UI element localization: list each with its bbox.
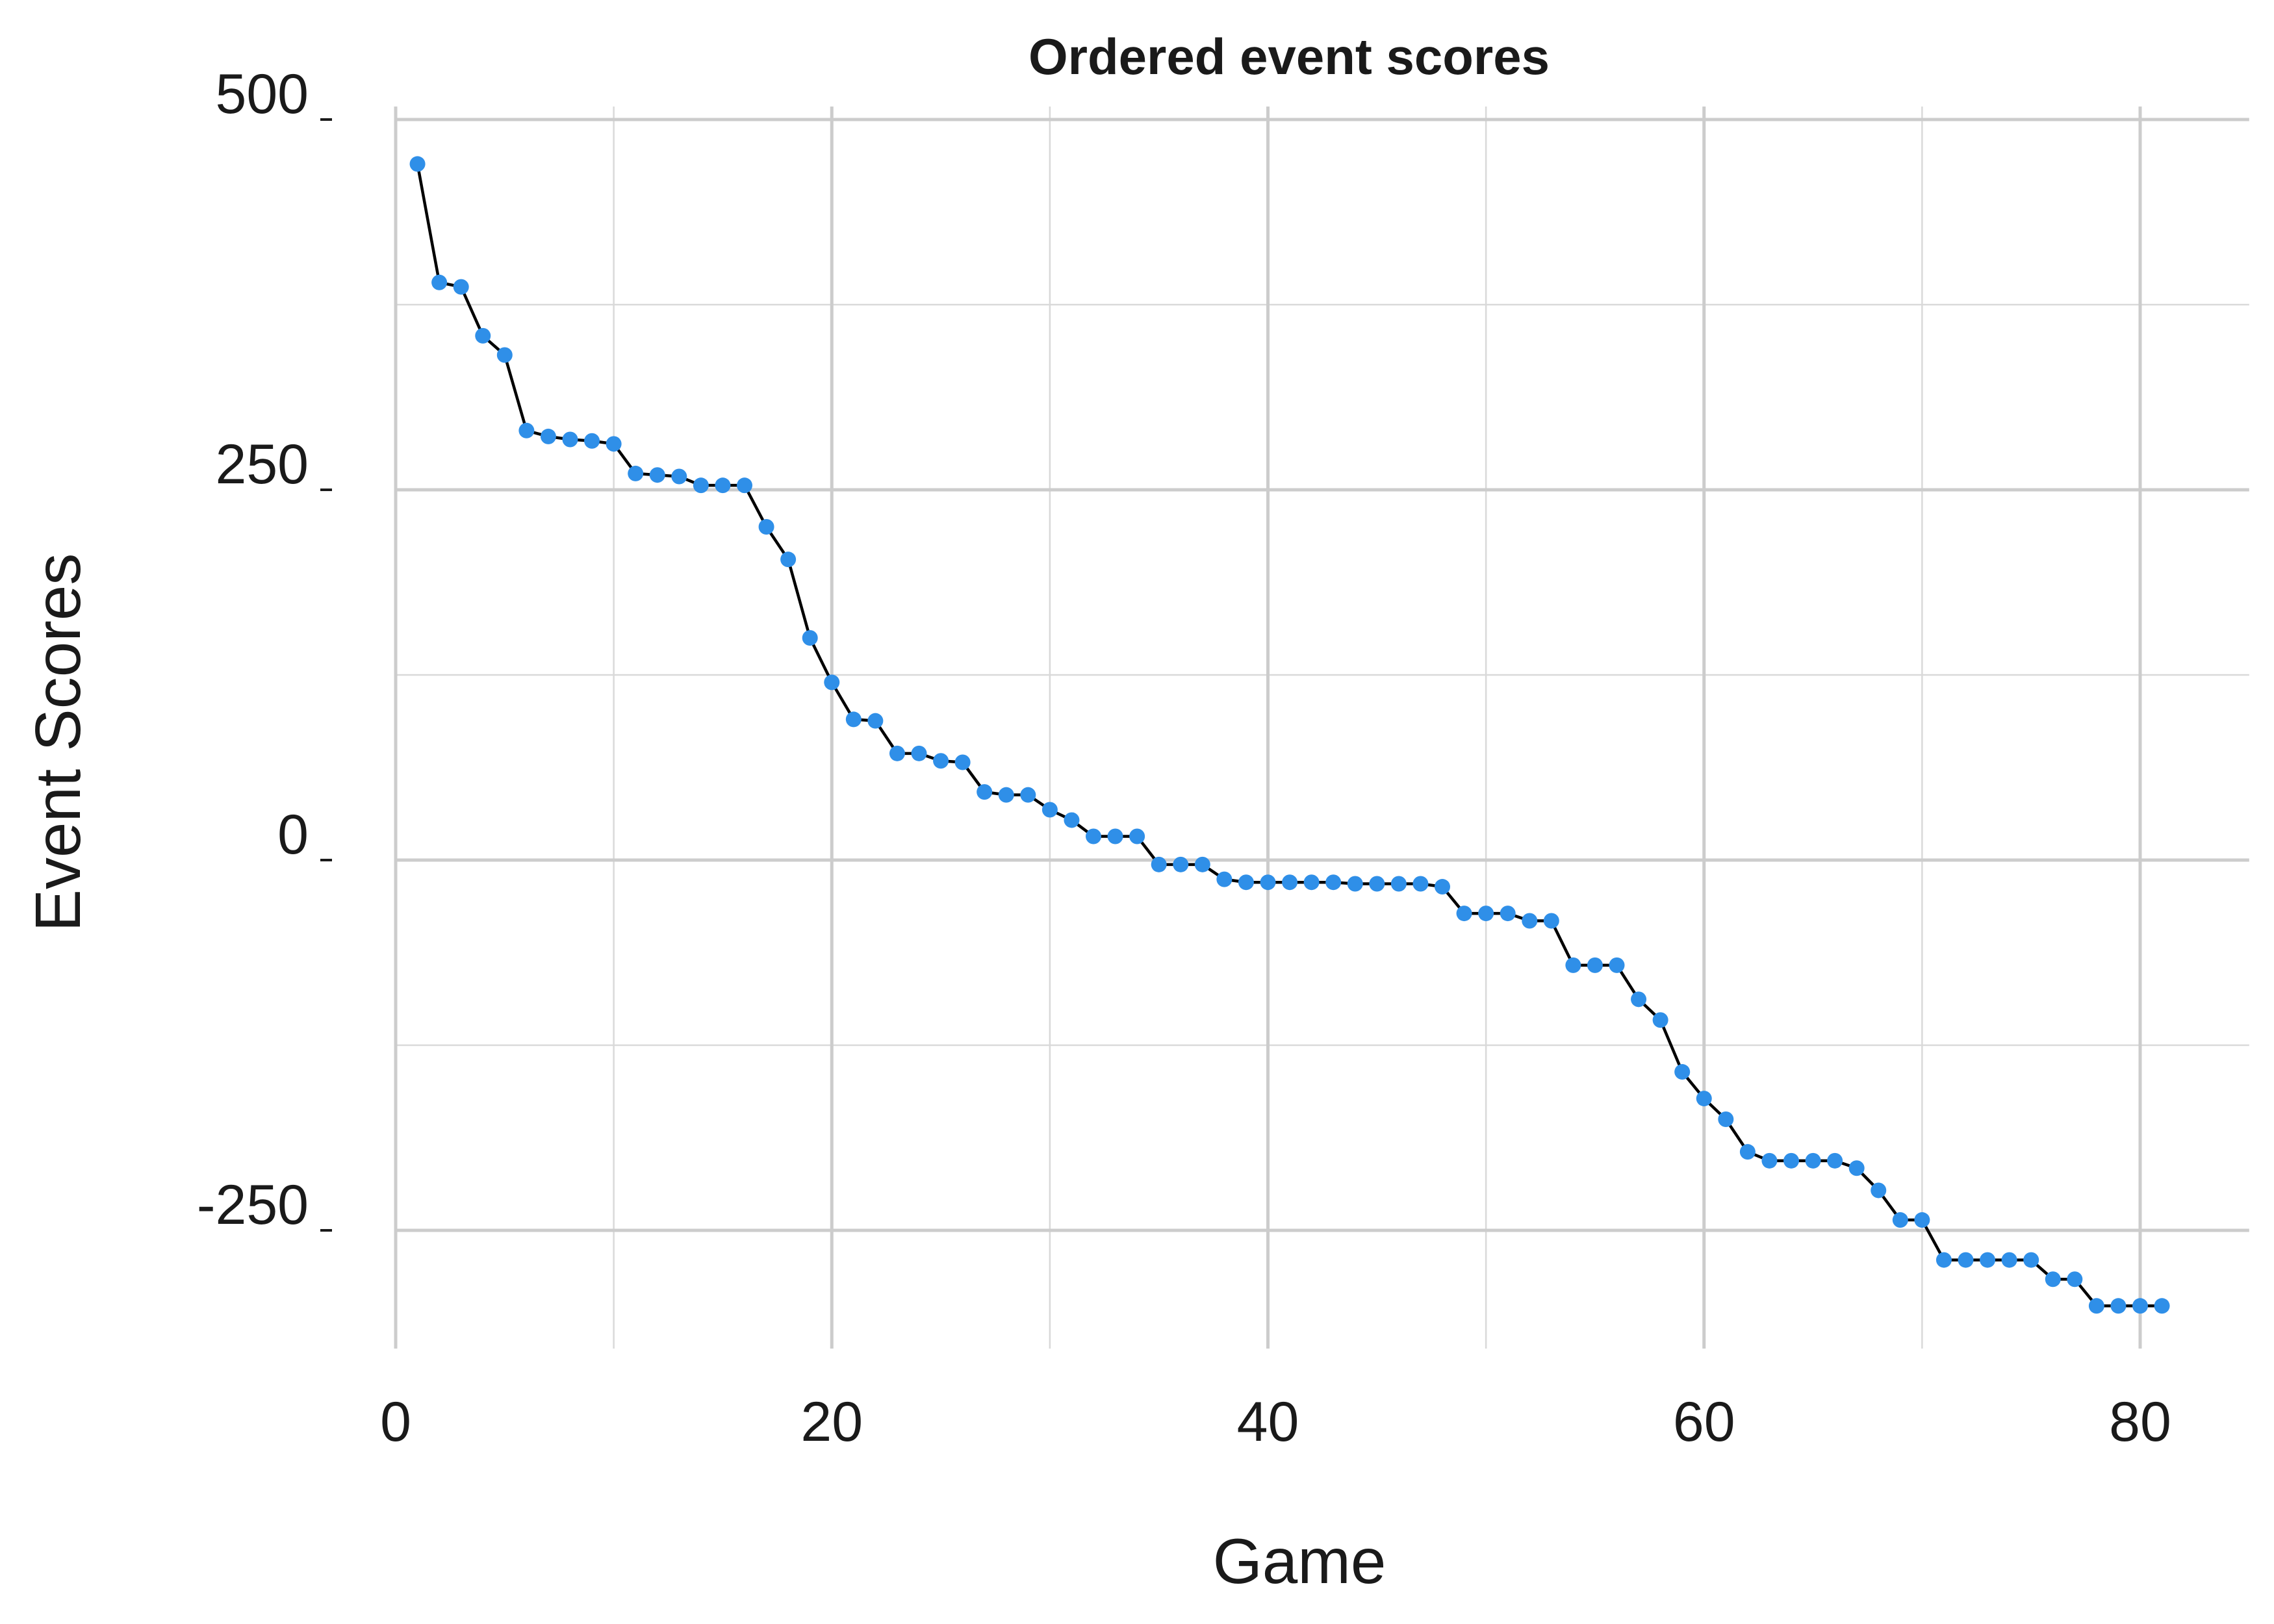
data-point	[1783, 1152, 1799, 1169]
data-point	[649, 467, 665, 483]
data-point	[911, 745, 927, 761]
data-point	[802, 630, 818, 646]
data-point	[1369, 876, 1385, 892]
data-series	[409, 156, 2170, 1314]
data-point	[1173, 856, 1189, 872]
data-point	[1107, 828, 1123, 844]
data-point	[780, 552, 797, 568]
data-point	[1522, 913, 1538, 929]
data-point	[824, 674, 840, 691]
data-point	[867, 713, 884, 729]
data-point	[1020, 787, 1036, 803]
data-point	[2067, 1271, 2083, 1288]
data-point	[758, 519, 774, 535]
data-point	[1412, 876, 1429, 892]
data-point	[1347, 876, 1363, 892]
data-point	[1435, 879, 1450, 895]
data-point	[715, 477, 731, 494]
data-point	[2045, 1271, 2061, 1288]
series-line	[416, 163, 2162, 1308]
data-point	[1827, 1152, 1843, 1169]
data-point	[1216, 871, 1233, 887]
data-point	[1696, 1091, 1712, 1107]
x-tick-label: 40	[1237, 1391, 1299, 1453]
data-point	[1129, 828, 1145, 844]
data-point	[606, 436, 622, 452]
data-point	[1151, 856, 1167, 872]
data-point	[933, 753, 949, 769]
data-point	[1980, 1252, 1996, 1268]
data-point	[409, 156, 426, 172]
data-point	[518, 422, 535, 438]
data-point	[1652, 1012, 1668, 1028]
data-point	[562, 431, 578, 448]
data-point	[1587, 957, 1603, 973]
data-point	[1086, 828, 1101, 844]
data-point	[954, 754, 971, 770]
data-point	[431, 274, 448, 290]
data-point	[1871, 1182, 1887, 1199]
x-axis-title: Game	[1213, 1525, 1386, 1597]
data-point	[1303, 874, 1320, 891]
data-point	[1565, 957, 1581, 973]
data-point	[1238, 874, 1254, 891]
data-point	[737, 477, 752, 494]
data-point	[1718, 1111, 1734, 1127]
data-point	[1325, 874, 1342, 891]
data-point	[1674, 1064, 1691, 1080]
data-point	[1282, 874, 1298, 891]
y-tick-label: 500	[216, 63, 309, 125]
data-point	[628, 465, 644, 481]
data-point	[2154, 1298, 2170, 1314]
data-point	[1500, 906, 1516, 922]
data-point	[998, 787, 1014, 803]
data-point	[1958, 1252, 1974, 1268]
y-tick-label: -250	[197, 1174, 309, 1236]
data-point	[496, 347, 513, 363]
data-point	[1390, 876, 1407, 892]
grid	[394, 107, 2249, 1349]
data-point	[1194, 856, 1210, 872]
axes: 500 250 0 -250 0 20 40 60 80	[197, 63, 2171, 1453]
data-point	[2110, 1298, 2127, 1314]
data-point	[540, 428, 556, 444]
data-point	[1041, 802, 1058, 818]
data-point	[1914, 1212, 1930, 1228]
data-point	[2023, 1252, 2039, 1268]
data-point	[1260, 874, 1276, 891]
y-tick-label: 0	[277, 804, 309, 866]
x-tick-label: 80	[2109, 1391, 2171, 1453]
data-point	[1064, 812, 1080, 828]
data-point	[1739, 1144, 1756, 1160]
data-point	[1892, 1212, 1908, 1228]
data-point	[1478, 906, 1494, 922]
x-tick-label: 20	[800, 1391, 863, 1453]
y-tick-label: 250	[216, 433, 309, 496]
data-point	[693, 477, 709, 494]
chart-title: Ordered event scores	[1028, 28, 1550, 85]
data-point	[671, 468, 687, 485]
data-point	[584, 433, 600, 449]
data-point	[845, 711, 862, 728]
y-axis-title: Event Scores	[22, 553, 94, 932]
data-point	[1805, 1152, 1821, 1169]
x-tick-label: 0	[380, 1391, 411, 1453]
data-point	[2132, 1298, 2148, 1314]
data-point	[1848, 1160, 1865, 1176]
data-point	[2001, 1252, 2017, 1268]
data-point	[2088, 1298, 2104, 1314]
data-point	[1456, 906, 1472, 922]
data-point	[1935, 1252, 1952, 1268]
data-point	[977, 784, 993, 800]
data-point	[1609, 957, 1625, 973]
data-point	[453, 279, 469, 295]
x-tick-label: 60	[1673, 1391, 1735, 1453]
data-point	[475, 327, 491, 344]
data-point	[1631, 991, 1647, 1008]
data-point	[1761, 1152, 1778, 1169]
data-point	[1543, 913, 1559, 929]
data-point	[889, 745, 905, 761]
